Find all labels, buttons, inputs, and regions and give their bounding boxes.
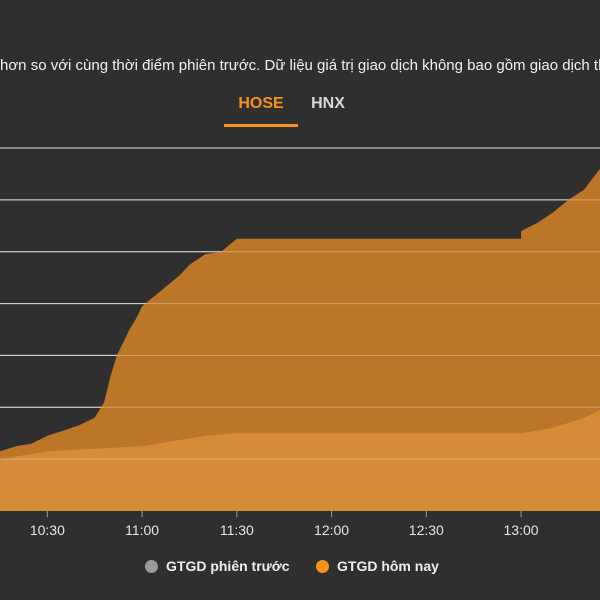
legend-item-previous-session[interactable]: GTGD phiên trước — [145, 558, 290, 574]
legend-dot-previous — [145, 559, 158, 573]
tab-hose[interactable]: HOSE — [224, 92, 298, 127]
area-series — [0, 147, 600, 511]
chart-note: hơn so với cùng thời điểm phiên trước. D… — [0, 57, 600, 74]
legend-dot-today — [316, 559, 329, 573]
legend-label-previous: GTGD phiên trước — [166, 558, 290, 574]
chart-legend: GTGD phiên trước GTGD hôm nay — [0, 558, 600, 578]
x-tick-label: 12:00 — [314, 522, 349, 538]
x-tick-label: 13:00 — [504, 522, 539, 538]
series-area-previous — [0, 409, 600, 511]
x-tick-label: 11:30 — [220, 522, 254, 538]
legend-item-today[interactable]: GTGD hôm nay — [316, 558, 439, 574]
x-tick-label: 10:30 — [30, 522, 65, 538]
legend-label-today: GTGD hôm nay — [337, 558, 439, 574]
series-area-today — [0, 168, 600, 511]
x-tick-label: 11:00 — [125, 522, 159, 538]
tab-hnx[interactable]: HNX — [311, 95, 345, 112]
x-tick-label: 12:30 — [409, 522, 444, 538]
